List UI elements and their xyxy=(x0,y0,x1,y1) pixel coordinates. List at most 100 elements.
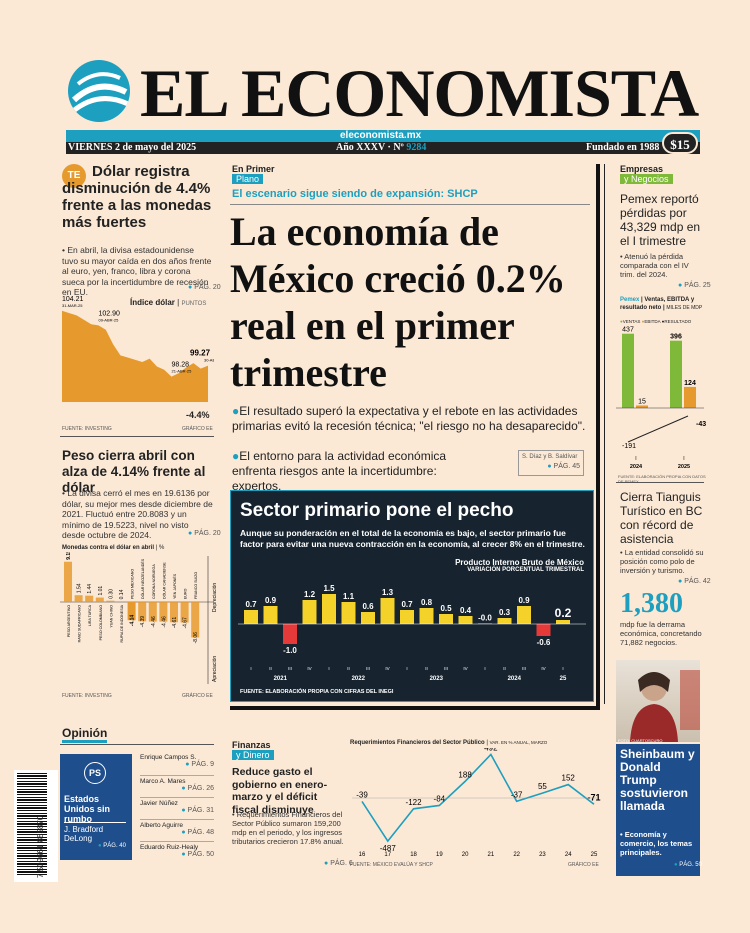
dollar-area xyxy=(62,310,208,402)
divider xyxy=(60,436,214,437)
dollar-annotation-value: 104.21 xyxy=(62,296,84,303)
masthead-url[interactable]: eleconomista.mx xyxy=(340,130,422,141)
currency-value: 0.30 xyxy=(108,589,114,599)
currency-chart: 9.15 PESO ARGENTINO 1.54 RAND SUDAFRICANO 1.… xyxy=(60,552,218,684)
pib-bar xyxy=(283,624,297,644)
pib-quarter: I xyxy=(328,666,329,671)
currency-bar xyxy=(85,595,94,602)
center-page[interactable]: PÁG. 45 xyxy=(522,463,580,470)
opinion-item[interactable]: Alberto AguirrePÁG. 48 xyxy=(140,820,214,842)
currency-label: DÓLAR CANADIENSE xyxy=(161,562,166,599)
opinion-item[interactable]: Eduardo Ruiz-HealyPÁG. 50 xyxy=(140,842,214,864)
finanzas-section: Finanzas y Dinero xyxy=(232,740,274,760)
pib-quarter: II xyxy=(269,666,272,671)
pib-quarter: I xyxy=(484,666,485,671)
currency-credit: GRÁFICO EE xyxy=(182,693,213,699)
currency-bar xyxy=(64,561,72,602)
tianguis-page[interactable]: PÁG. 42 xyxy=(678,578,710,585)
pib-quarter: III xyxy=(444,666,448,671)
currency-source: FUENTE: INVESTING xyxy=(62,693,112,699)
currency-value: -4.61 xyxy=(172,617,178,629)
pib-value: 0.7 xyxy=(245,600,257,609)
currency-value: -4.46 xyxy=(161,616,167,628)
currency-label: DÓLAR NEOZELANDÉS xyxy=(140,558,145,599)
pib-quarter: I xyxy=(562,666,563,671)
pib-quarter: II xyxy=(503,666,506,671)
sheinbaum-headline[interactable]: Sheinbaum y Donald Trump sostuvieron lla… xyxy=(620,747,695,813)
pib-quarter: IV xyxy=(541,666,545,671)
rfsp-x-label: 17 xyxy=(384,852,391,858)
tianguis-headline[interactable]: Cierra Tianguis Turístico en BC con réco… xyxy=(620,490,703,546)
frame-bar xyxy=(596,164,600,710)
dollar-annotation-date: 21-ABR-25 xyxy=(172,369,193,374)
pib-quarter: IV xyxy=(463,666,467,671)
currency-bar xyxy=(180,602,189,623)
pib-value: 0.7 xyxy=(401,600,413,609)
currency-value: -8.06 xyxy=(193,632,199,644)
pib-bar xyxy=(263,606,278,624)
currency-value: -4.14 xyxy=(130,615,136,627)
center-authors-box: S. Díaz y B. Saldívar PÁG. 45 xyxy=(518,450,584,476)
pib-quarter: II xyxy=(425,666,428,671)
pemex-chart-title: Pemex | Ventas, EBITDA y resultado neto … xyxy=(620,297,703,311)
pib-bar xyxy=(419,608,434,624)
tianguis-big-text: mdp fue la derrama económica, concretand… xyxy=(620,620,702,647)
currency-label: CORONA NORUEGA xyxy=(152,564,156,599)
sheinbaum-page[interactable]: ● PÁG. 50 xyxy=(674,862,702,868)
pemex-headline[interactable]: Pemex reportó pérdidas por 43,329 mdp en… xyxy=(620,192,701,248)
pib-value: 0.9 xyxy=(518,596,530,605)
dateline-bar xyxy=(66,142,700,154)
sheinbaum-photo xyxy=(616,660,700,742)
masthead-founded: Fundado en 1988 xyxy=(586,142,660,153)
ps-logo-icon: PS xyxy=(84,762,106,784)
pemex-year: 2024 xyxy=(630,464,643,470)
pib-bar xyxy=(556,620,570,624)
rfsp-x-label: 22 xyxy=(513,852,520,858)
currency-bar xyxy=(106,600,115,602)
dollar-chart-title: Índice dólar | PUNTOS xyxy=(130,298,207,307)
dollar-credit: GRÁFICO EE xyxy=(182,426,213,432)
dollar-headline[interactable]: Dólar registra disminución de 4.4% frent… xyxy=(62,163,212,231)
divider xyxy=(616,482,704,483)
pib-value: 0.5 xyxy=(440,604,452,613)
currency-bar xyxy=(95,597,104,602)
masthead-title: EL ECONOMISTA xyxy=(140,55,699,131)
barcode-number: 7 509661 885870 xyxy=(36,815,45,878)
pib-value: 1.2 xyxy=(304,590,316,599)
dollar-source: FUENTE: INVESTING xyxy=(62,426,112,432)
opinion-item[interactable]: Javier NúñezPÁG. 31 xyxy=(140,798,214,820)
peso-body: La divisa cerró el mes en 19.6136 por dó… xyxy=(62,488,214,541)
opinion-item[interactable]: Marco A. MaresPÁG. 26 xyxy=(140,776,214,798)
pib-source: FUENTE: ELABORACIÓN PROPIA CON CIFRAS DE… xyxy=(240,689,394,695)
center-headline[interactable]: La economía de México creció 0.2% real e… xyxy=(230,209,566,395)
pemex-page[interactable]: PÁG. 25 xyxy=(678,282,710,289)
pemex-bar xyxy=(636,405,648,408)
center-dek: El escenario sigue siendo de expansión: … xyxy=(232,188,478,200)
pemex-result-line xyxy=(627,415,689,443)
dollar-page[interactable]: PÁG. 20 xyxy=(188,284,220,291)
currency-label: RAND SUDAFRICANO xyxy=(78,605,82,643)
pib-quarter: III xyxy=(522,666,526,671)
pemex-value: 396 xyxy=(670,334,682,341)
pib-bar xyxy=(302,600,317,624)
pemex-value: 437 xyxy=(622,327,634,334)
currency-label: RUPIA DE INDONESIA xyxy=(120,604,124,642)
finanzas-headline[interactable]: Reduce gasto el gobierno en enero-marzo … xyxy=(232,766,328,816)
tianguis-body: La entidad consolidó su posición como po… xyxy=(620,548,704,575)
pib-quarter: IV xyxy=(307,666,311,671)
pib-year: 2024 xyxy=(508,676,522,682)
pib-value: 0.9 xyxy=(265,596,277,605)
pib-value: 1.3 xyxy=(382,588,394,597)
pemex-quarter: I xyxy=(635,456,636,462)
finanzas-page[interactable]: PÁG. 6 xyxy=(324,860,353,867)
opinion-featured-page[interactable]: ● PÁG. 40 xyxy=(98,843,126,849)
pib-quarter: III xyxy=(366,666,370,671)
dollar-annotation-value: 98.28 xyxy=(172,362,190,369)
pib-value: 0.6 xyxy=(362,602,374,611)
pib-bar xyxy=(341,602,356,624)
masthead-date: VIERNES 2 de mayo del 2025 xyxy=(68,142,197,153)
rfsp-value: 492 xyxy=(484,748,498,752)
peso-page[interactable]: PÁG. 20 xyxy=(188,530,220,537)
opinion-item[interactable]: Enrique Campos S.PÁG. 9 xyxy=(140,754,214,776)
